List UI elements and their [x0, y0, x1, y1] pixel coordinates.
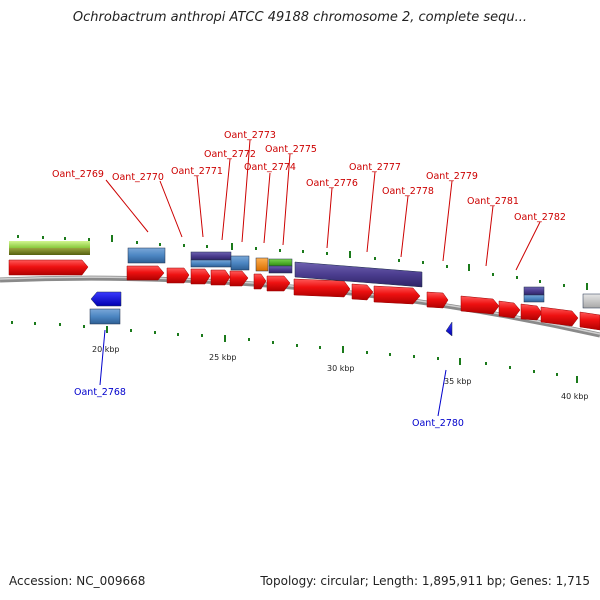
- gene-label-oant-2774: Oant_2774: [244, 162, 296, 173]
- gene-label-oant-2776: Oant_2776: [306, 178, 358, 189]
- upper-tick-row: [17, 235, 588, 290]
- feature-purple: [268, 265, 293, 274]
- leader-line: [442, 180, 453, 262]
- feature-steelblue: [190, 259, 232, 268]
- cds-arrow: [373, 285, 421, 305]
- leader-line: [515, 221, 541, 271]
- cds-arrow: [540, 306, 579, 327]
- gene-label-oant-2780: Oant_2780: [412, 418, 464, 429]
- feature-steelblue: [127, 247, 166, 264]
- tick-label-20kbp: 20 kbp: [92, 345, 120, 354]
- cds-arrow: [351, 283, 374, 301]
- tick-label-30kbp: 30 kbp: [327, 364, 355, 373]
- leader-line: [221, 158, 231, 241]
- gene-label-oant-2779: Oant_2779: [426, 171, 478, 182]
- cds-arrow: [520, 303, 543, 321]
- gene-label-oant-2773: Oant_2773: [224, 130, 276, 141]
- leader-line: [99, 329, 106, 386]
- cds-arrow: [579, 311, 600, 331]
- leader-line: [105, 179, 149, 233]
- tick-label-40kbp: 40 kbp: [561, 392, 589, 401]
- reverse-feature-track: [89, 291, 453, 337]
- leader-line: [159, 180, 183, 238]
- leader-line: [196, 175, 204, 238]
- tick-label-35kbp: 35 kbp: [444, 377, 472, 386]
- feature-steelblue: [523, 294, 545, 303]
- cds-arrow: [498, 300, 521, 319]
- leader-line: [485, 205, 494, 267]
- feature-purple: [294, 261, 423, 288]
- cds-arrow: [210, 269, 231, 286]
- genome-stats-text: Topology: circular; Length: 1,895,911 bp…: [260, 574, 590, 588]
- gene-label-oant-2778: Oant_2778: [382, 186, 434, 197]
- bottom-leader-lines: [99, 329, 447, 417]
- cds-arrow: [460, 295, 500, 315]
- feature-steelblue: [230, 255, 250, 271]
- gene-label-oant-2775: Oant_2775: [265, 144, 317, 155]
- leader-line: [437, 369, 447, 417]
- leader-line: [366, 171, 376, 253]
- gene-label-oant-2772: Oant_2772: [204, 149, 256, 160]
- leader-line: [263, 172, 271, 244]
- cds-arrow: [190, 268, 211, 285]
- cds-arrow: [229, 270, 249, 287]
- accession-text: Accession: NC_009668: [9, 574, 146, 588]
- map-title: Ochrobactrum anthropi ATCC 49188 chromos…: [72, 10, 528, 25]
- leader-line: [282, 153, 291, 246]
- reverse-cds-arrow: [445, 321, 453, 337]
- cds-arrow: [126, 265, 165, 281]
- reverse-cds-arrow: [90, 291, 122, 307]
- feature-steelblue: [89, 308, 121, 325]
- gene-label-oant-2769: Oant_2769: [52, 169, 104, 180]
- gene-label-oant-2770: Oant_2770: [112, 172, 164, 183]
- feature-gray: [582, 293, 600, 309]
- lower-tick-row: [11, 321, 578, 383]
- upper-feature-track: [127, 247, 600, 309]
- feature-green: [268, 258, 293, 267]
- feature-purple: [190, 251, 232, 261]
- leader-line: [326, 187, 333, 249]
- top-leader-lines: [105, 139, 541, 271]
- gene-label-oant-2771: Oant_2771: [171, 166, 223, 177]
- leader-line: [400, 195, 409, 258]
- cds-arrow: [266, 275, 291, 292]
- feature-olive: [9, 248, 90, 255]
- cds-arrow: [426, 291, 449, 309]
- cds-arrow: [253, 273, 267, 290]
- feature-orange: [255, 257, 269, 272]
- feature-lime: [9, 241, 90, 248]
- gene-label-oant-2781: Oant_2781: [467, 196, 519, 207]
- gene-label-oant-2777: Oant_2777: [349, 162, 401, 173]
- gene-label-oant-2768: Oant_2768: [74, 387, 126, 398]
- cds-arrow: [166, 267, 190, 284]
- gene-label-oant-2782: Oant_2782: [514, 212, 566, 223]
- cds-arrow: [8, 259, 89, 276]
- forward-cds-track: [8, 259, 600, 331]
- tick-label-25kbp: 25 kbp: [209, 353, 237, 362]
- leader-line: [241, 139, 251, 243]
- cds-arrow: [293, 278, 351, 298]
- feature-purple: [523, 286, 545, 296]
